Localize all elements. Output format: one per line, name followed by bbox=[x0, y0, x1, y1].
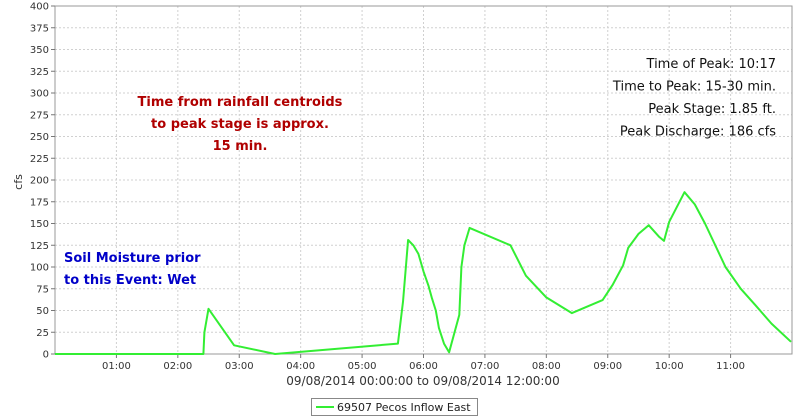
soil-moisture-note-line: Soil Moisture prior bbox=[64, 251, 201, 266]
x-tick-label: 01:00 bbox=[102, 361, 131, 372]
x-tick-labels: 01:00 02:00 03:00 04:00 05:00 06:00 07:00 08:00… bbox=[102, 354, 745, 372]
x-tick-label: 03:00 bbox=[225, 361, 254, 372]
y-tick-labels: 0 25 50 75 100 125 150 175 200 225 250 275 300 325 350… bbox=[30, 2, 55, 361]
x-tick-label: 04:00 bbox=[286, 361, 315, 372]
y-tick-label: 225 bbox=[30, 154, 49, 165]
x-tick-label: 08:00 bbox=[532, 361, 561, 372]
y-tick-label: 150 bbox=[30, 219, 49, 230]
y-tick-label: 325 bbox=[30, 67, 49, 78]
series-lines bbox=[55, 191, 792, 355]
x-tick-label: 07:00 bbox=[471, 361, 500, 372]
y-tick-label: 125 bbox=[30, 241, 49, 252]
y-tick-label: 75 bbox=[36, 284, 49, 295]
peak-info-line: Peak Discharge: 186 cfs bbox=[620, 125, 776, 140]
soil-moisture-note: Soil Moisture prior to this Event: Wet bbox=[64, 251, 201, 288]
y-tick-label: 175 bbox=[30, 197, 49, 208]
chart-svg: 0 25 50 75 100 125 150 175 200 225 250 275 300 325 350… bbox=[12, 2, 793, 388]
x-tick-label: 05:00 bbox=[348, 361, 377, 372]
peak-info-line: Peak Stage: 1.85 ft. bbox=[648, 102, 776, 117]
centroid-note-line: Time from rainfall centroids bbox=[138, 95, 343, 110]
x-tick-label: 10:00 bbox=[655, 361, 684, 372]
y-tick-label: 400 bbox=[30, 2, 49, 13]
y-tick-label: 50 bbox=[36, 306, 49, 317]
series-line bbox=[55, 191, 792, 355]
y-tick-label: 375 bbox=[30, 23, 49, 34]
y-tick-label: 0 bbox=[43, 350, 49, 361]
centroid-note-line: 15 min. bbox=[213, 139, 268, 154]
y-axis-label: cfs bbox=[12, 174, 25, 190]
x-tick-label: 11:00 bbox=[716, 361, 745, 372]
y-tick-label: 250 bbox=[30, 132, 49, 143]
legend-swatch bbox=[316, 406, 334, 408]
x-axis-label: 09/08/2014 00:00:00 to 09/08/2014 12:00:… bbox=[286, 374, 559, 388]
centroid-note: Time from rainfall centroids to peak stag… bbox=[138, 95, 343, 154]
legend: 69507 Pecos Inflow East bbox=[311, 398, 478, 416]
peak-info-line: Time to Peak: 15-30 min. bbox=[612, 80, 776, 95]
y-tick-label: 300 bbox=[30, 89, 49, 100]
y-tick-label: 275 bbox=[30, 110, 49, 121]
x-tick-label: 09:00 bbox=[593, 361, 622, 372]
centroid-note-line: to peak stage is approx. bbox=[151, 117, 329, 132]
y-tick-label: 200 bbox=[30, 176, 49, 187]
legend-label: 69507 Pecos Inflow East bbox=[337, 400, 471, 414]
x-tick-label: 06:00 bbox=[409, 361, 438, 372]
peak-info-line: Time of Peak: 10:17 bbox=[646, 57, 776, 72]
peak-info: Time of Peak: 10:17 Time to Peak: 15-30 m… bbox=[612, 57, 776, 140]
y-tick-label: 100 bbox=[30, 263, 49, 274]
x-tick-label: 02:00 bbox=[163, 361, 192, 372]
y-tick-label: 350 bbox=[30, 45, 49, 56]
y-tick-label: 25 bbox=[36, 328, 49, 339]
soil-moisture-note-line: to this Event: Wet bbox=[64, 273, 196, 288]
